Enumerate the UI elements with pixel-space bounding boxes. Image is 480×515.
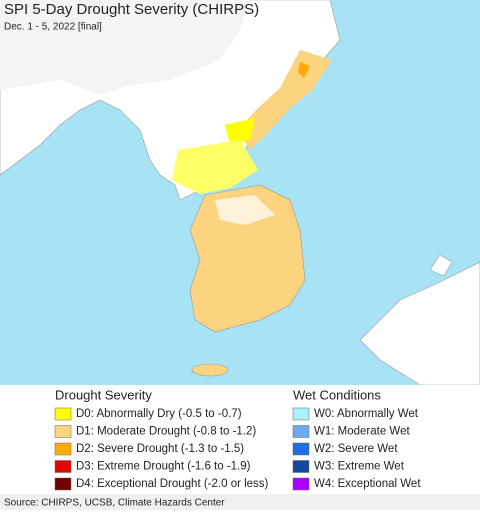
title: SPI 5-Day Drought Severity (CHIRPS) xyxy=(4,1,259,18)
legend: Drought Severity D0: Abnormally Dry (-0.5… xyxy=(54,387,421,491)
drought-area xyxy=(298,62,310,78)
jeju xyxy=(191,363,229,377)
legend-title: Drought Severity xyxy=(55,387,152,402)
legend-title: Wet Conditions xyxy=(293,387,381,402)
legend-label: D3: Extreme Drought (-1.6 to -1.9) xyxy=(76,461,251,473)
drought-area xyxy=(225,118,255,145)
map xyxy=(0,0,480,386)
legend-label: W3: Extreme Wet xyxy=(314,461,405,473)
legend-swatch xyxy=(292,407,310,421)
legend-swatch xyxy=(292,442,310,456)
legend-label: D4: Exceptional Drought (-2.0 or less) xyxy=(76,478,269,490)
normal-area xyxy=(215,195,275,225)
drought-area xyxy=(172,140,258,194)
legend-swatch xyxy=(54,442,72,456)
source: Source: CHIRPS, UCSB, Climate Hazards Ce… xyxy=(4,498,225,509)
legend-swatch xyxy=(292,425,310,438)
legend-label: W0: Abnormally Wet xyxy=(314,408,419,420)
land-region xyxy=(0,0,250,95)
legend-label: D0: Abnormally Dry (-0.5 to -0.7) xyxy=(76,408,242,420)
drought-area xyxy=(238,50,332,150)
legend-label: D1: Moderate Drought (-0.8 to -1.2) xyxy=(76,426,256,438)
island xyxy=(429,254,453,277)
legend-swatch xyxy=(292,477,310,491)
legend-swatch xyxy=(54,460,72,473)
legend-swatch xyxy=(54,477,72,491)
legend-label: W4: Exceptional Wet xyxy=(314,478,421,490)
legend-swatch xyxy=(292,460,310,473)
subtitle: Dec. 1 - 5, 2022 [final] xyxy=(4,22,102,33)
legend-label: W2: Severe Wet xyxy=(314,443,398,455)
legend-swatch xyxy=(54,407,72,421)
legend-label: W1: Moderate Wet xyxy=(314,426,410,438)
footer-bar xyxy=(0,494,480,510)
legend-panel xyxy=(0,385,480,495)
south-korea xyxy=(189,184,306,333)
legend-swatch xyxy=(54,425,72,438)
legend-label: D2: Severe Drought (-1.3 to -1.5) xyxy=(76,443,244,455)
